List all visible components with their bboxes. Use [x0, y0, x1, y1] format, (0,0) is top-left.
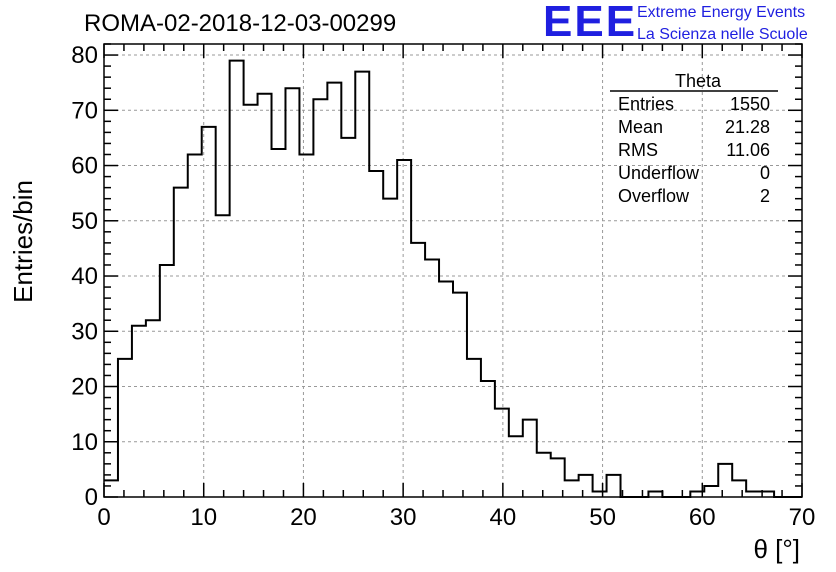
logo-text-line1: Extreme Energy Events [637, 4, 806, 21]
plot-frame [103, 43, 803, 498]
run-title: ROMA-02-2018-12-03-00299 [84, 10, 397, 37]
x-tick-label: 10 [190, 504, 217, 531]
stats-value: 2 [760, 186, 770, 206]
y-tick-label: 60 [71, 153, 98, 180]
plot-border [103, 43, 803, 498]
x-axis-label: θ [°] [753, 534, 800, 564]
y-tick-label: 70 [71, 97, 98, 124]
stats-value: 1550 [730, 94, 770, 114]
y-tick-label: 30 [71, 318, 98, 345]
y-tick-label: 10 [71, 429, 98, 456]
grid-lines [104, 44, 802, 497]
stats-label: Overflow [618, 186, 690, 206]
stats-value: 0 [760, 163, 770, 183]
histogram-outline [104, 59, 802, 498]
y-tick-label: 80 [71, 42, 98, 69]
stats-label: Mean [618, 117, 663, 137]
x-tick-label: 50 [589, 504, 616, 531]
y-tick-label: 40 [71, 263, 98, 290]
x-tick-label: 30 [390, 504, 417, 531]
x-tick-label: 0 [97, 504, 110, 531]
x-tick-label: 70 [789, 504, 816, 531]
stats-label: Underflow [618, 163, 700, 183]
eee-logo: EEE [543, 0, 638, 46]
y-tick-label: 0 [85, 484, 98, 511]
y-tick-label: 20 [71, 374, 98, 401]
stats-label: Entries [618, 94, 674, 114]
x-tick-label: 60 [689, 504, 716, 531]
stats-value: 11.06 [726, 140, 770, 160]
stats-label: RMS [618, 140, 658, 160]
logo-text-line2: La Scienza nelle Scuole [637, 26, 808, 43]
y-tick-labels: 0 10 20 30 40 50 60 70 80 [71, 42, 98, 511]
stats-value: 21.28 [725, 117, 770, 137]
y-tick-label: 50 [71, 208, 98, 235]
x-tick-label: 40 [490, 504, 517, 531]
y-axis-label: Entries/bin [8, 180, 38, 303]
x-tick-labels: 0 10 20 30 40 50 60 70 [97, 504, 815, 531]
stats-title: Theta [675, 71, 722, 91]
x-tick-label: 20 [290, 504, 317, 531]
axis-ticks [103, 43, 803, 498]
